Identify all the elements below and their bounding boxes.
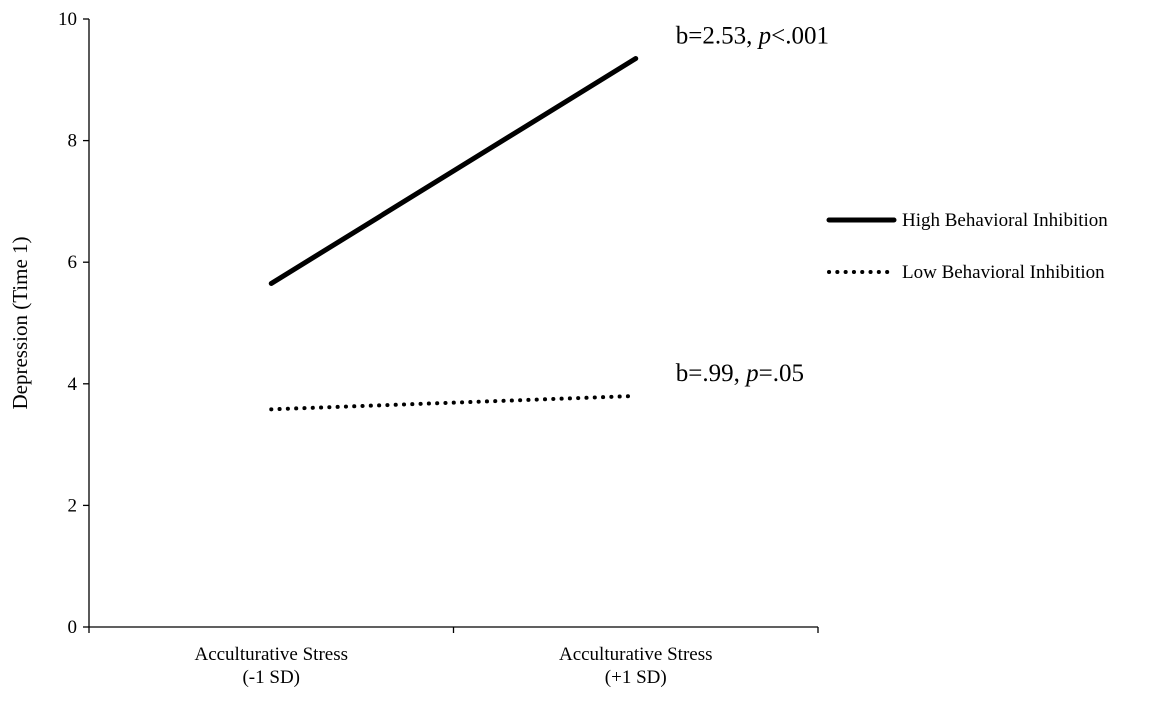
slope-annotation: b=2.53, p<.001: [676, 23, 829, 50]
x-tick-label: Acculturative Stress (+1 SD): [559, 644, 713, 688]
annotations: b=2.53, p<.001 b=.99, p=.05: [676, 23, 829, 387]
y-tick-label: 8: [68, 131, 78, 152]
y-tick-label: 0: [68, 617, 78, 638]
y-tick-label: 6: [68, 252, 78, 273]
legend: High Behavioral Inhibition Low Behavioral…: [826, 210, 1108, 283]
y-tick-label: 4: [68, 374, 78, 395]
axes: 0 2 4 6 8 10 Acculturative Stress (-1 SD) Accult…: [8, 9, 819, 688]
x-tick-label: Acculturative Stress (-1 SD): [194, 644, 348, 688]
slope-annotation: b=.99, p=.05: [676, 360, 804, 387]
legend-label: High Behavioral Inhibition: [902, 210, 1108, 231]
series-line-high-behavioral-inhibition: [268, 56, 639, 286]
legend-label: Low Behavioral Inhibition: [902, 262, 1105, 283]
y-axis-title: Depression (Time 1): [8, 236, 32, 409]
y-tick-label: 2: [68, 495, 78, 516]
series-lines: [268, 56, 639, 412]
y-tick-label: 10: [58, 9, 77, 30]
series-line-low-behavioral-inhibition: [269, 393, 638, 412]
